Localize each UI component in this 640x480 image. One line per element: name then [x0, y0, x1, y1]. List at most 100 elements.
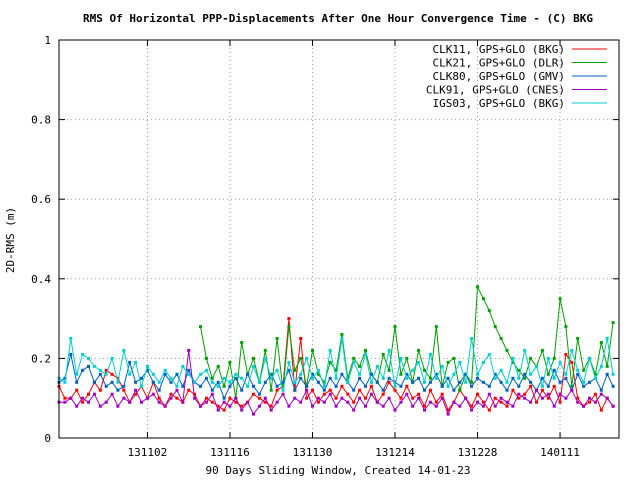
data-point [75, 404, 79, 408]
data-point [92, 364, 96, 368]
data-point [593, 372, 597, 376]
data-point [458, 380, 462, 384]
data-point [458, 360, 462, 364]
data-point [210, 392, 214, 396]
data-point [405, 376, 409, 380]
data-point [110, 392, 114, 396]
data-point [505, 400, 509, 404]
data-point [387, 368, 391, 372]
legend: CLK11, GPS+GLO (BKG)CLK21, GPS+GLO (DLR)… [426, 43, 607, 110]
data-point [128, 372, 132, 376]
data-point [122, 348, 126, 352]
data-point [322, 384, 326, 388]
data-point [369, 380, 373, 384]
data-point [87, 392, 90, 396]
data-point [393, 325, 397, 329]
data-point [204, 396, 208, 400]
data-point [523, 348, 527, 352]
data-point [204, 376, 208, 380]
data-point [293, 388, 297, 392]
data-point [299, 372, 303, 376]
data-point [305, 396, 309, 400]
data-point [393, 408, 397, 412]
y-tick-label: 1 [44, 34, 51, 47]
data-point [558, 297, 562, 301]
data-point [299, 400, 303, 404]
data-point [175, 388, 179, 392]
data-point [529, 400, 533, 404]
data-point [546, 356, 550, 360]
data-point [470, 380, 474, 384]
data-point [263, 348, 267, 352]
data-point [275, 337, 279, 340]
data-point [470, 337, 474, 340]
data-point [299, 356, 303, 360]
data-point [275, 384, 279, 388]
data-point [593, 392, 597, 396]
data-point [134, 392, 138, 396]
data-point [552, 376, 556, 380]
data-point [423, 408, 426, 412]
data-point [605, 396, 609, 400]
data-point [599, 364, 603, 368]
data-point [411, 380, 415, 384]
data-point [605, 372, 609, 376]
data-point [334, 376, 338, 380]
data-point [328, 376, 332, 380]
data-point [364, 352, 367, 356]
data-point [481, 400, 485, 404]
data-point [169, 396, 173, 400]
data-point [187, 368, 191, 372]
data-point [417, 396, 421, 400]
data-point [505, 388, 509, 392]
data-point [116, 388, 120, 392]
data-point [234, 400, 238, 404]
data-point [535, 388, 538, 392]
data-point [605, 364, 609, 368]
data-point [69, 396, 73, 400]
plot-frame [58, 39, 620, 439]
data-point [228, 396, 232, 400]
data-point [263, 400, 267, 404]
data-point [305, 384, 309, 388]
data-point [381, 388, 385, 392]
data-point [322, 380, 326, 384]
data-point [98, 372, 102, 376]
data-point [340, 372, 344, 376]
data-point [299, 376, 303, 380]
data-point [63, 376, 67, 380]
data-point [175, 396, 179, 400]
data-point [281, 380, 285, 384]
data-point [169, 380, 173, 384]
data-point [204, 368, 208, 372]
data-point [364, 396, 367, 400]
data-point [269, 388, 273, 392]
data-point [210, 400, 214, 404]
y-tick-label: 0.4 [31, 273, 51, 286]
data-point [517, 376, 521, 380]
data-point [570, 384, 574, 388]
data-point [540, 376, 544, 380]
data-point [252, 356, 255, 360]
data-point [381, 404, 385, 408]
data-point [393, 384, 397, 388]
data-point [316, 372, 320, 376]
legend-label: CLK91, GPS+GLO (CNES) [426, 84, 565, 97]
data-point [399, 372, 403, 376]
data-point [328, 392, 332, 396]
data-point [269, 372, 273, 376]
data-point [63, 400, 67, 404]
data-point [399, 396, 403, 400]
data-point [98, 368, 102, 372]
data-point [611, 321, 615, 325]
data-point [399, 400, 403, 404]
data-point [529, 380, 533, 384]
data-point [87, 400, 90, 404]
data-point [246, 400, 250, 404]
data-point [234, 376, 238, 380]
data-point [352, 356, 356, 360]
data-point [582, 368, 586, 372]
data-point [81, 352, 85, 356]
data-point [546, 372, 550, 376]
x-axis-label: 90 Days Sliding Window, Created 14-01-23 [206, 464, 471, 477]
